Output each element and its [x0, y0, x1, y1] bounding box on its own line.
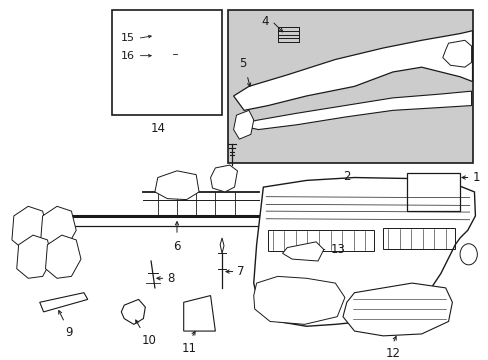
Polygon shape: [282, 242, 323, 261]
Polygon shape: [17, 235, 52, 278]
Text: 15: 15: [120, 33, 134, 44]
Bar: [156, 51, 173, 60]
Text: 11: 11: [182, 342, 197, 355]
Polygon shape: [253, 177, 474, 326]
Text: 4: 4: [261, 15, 268, 28]
Polygon shape: [40, 293, 87, 312]
Polygon shape: [210, 165, 237, 192]
Text: 8: 8: [167, 272, 174, 285]
Polygon shape: [121, 300, 145, 324]
Polygon shape: [12, 206, 47, 249]
Polygon shape: [442, 40, 470, 67]
Ellipse shape: [459, 244, 476, 265]
Polygon shape: [155, 171, 199, 199]
Polygon shape: [233, 31, 471, 111]
Polygon shape: [41, 206, 76, 249]
Text: 7: 7: [237, 265, 244, 278]
Text: 2: 2: [343, 170, 350, 183]
Bar: [267, 230, 373, 251]
Polygon shape: [220, 238, 224, 253]
Polygon shape: [45, 235, 81, 278]
Text: 12: 12: [385, 347, 400, 360]
Text: 16: 16: [120, 51, 134, 60]
Bar: [156, 53, 160, 59]
Polygon shape: [183, 296, 215, 331]
Bar: [407, 173, 459, 211]
Polygon shape: [235, 91, 470, 130]
Text: 9: 9: [64, 326, 72, 339]
Polygon shape: [253, 276, 344, 324]
Text: 10: 10: [141, 334, 156, 347]
Text: 14: 14: [150, 122, 165, 135]
Bar: [383, 228, 454, 249]
Polygon shape: [342, 283, 451, 336]
Text: 13: 13: [330, 243, 345, 256]
Polygon shape: [233, 111, 253, 139]
Text: 5: 5: [239, 57, 246, 70]
Bar: [227, 10, 472, 163]
Text: 1: 1: [471, 171, 479, 184]
Text: 6: 6: [173, 240, 181, 253]
Bar: [111, 10, 222, 115]
Text: 3: 3: [227, 171, 235, 184]
